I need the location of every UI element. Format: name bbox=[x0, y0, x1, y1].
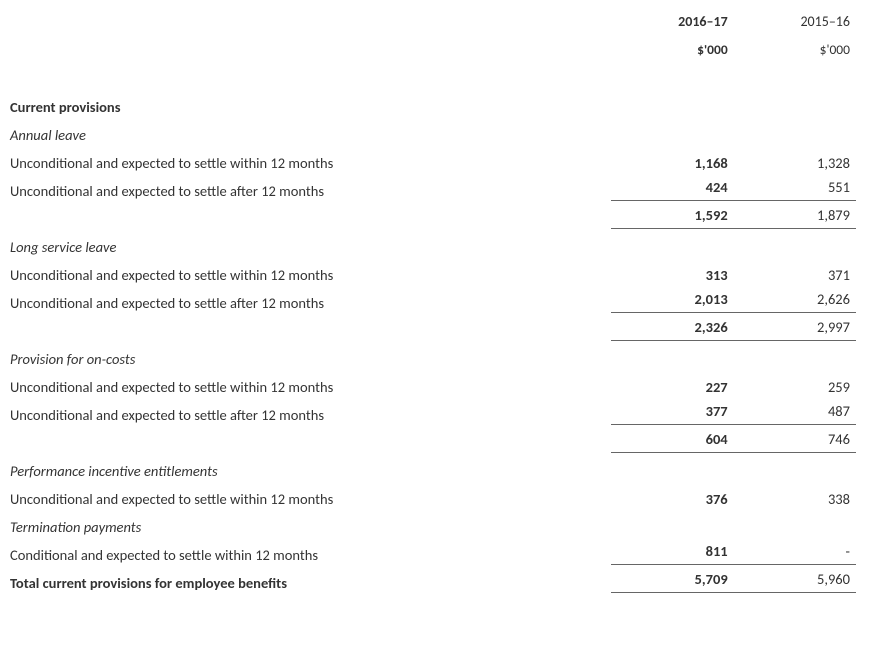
value-current: 1,168 bbox=[611, 144, 733, 172]
financial-table-page: 2016–17 2015–16 $'000 $'000 Current prov… bbox=[0, 0, 880, 672]
unit-prior: $'000 bbox=[820, 41, 850, 58]
table-row: Unconditional and expected to settle aft… bbox=[10, 172, 856, 200]
value-current: 313 bbox=[611, 256, 733, 284]
section-title: Long service leave bbox=[10, 228, 611, 256]
total-row: Total current provisions for employee be… bbox=[10, 564, 856, 592]
section-title: Performance incentive entitlements bbox=[10, 452, 611, 480]
table-row: Conditional and expected to settle withi… bbox=[10, 536, 856, 564]
value-current: 377 bbox=[611, 396, 733, 424]
table-row: Unconditional and expected to settle aft… bbox=[10, 396, 856, 424]
section-current-provisions: Current provisions bbox=[10, 88, 856, 116]
section-title: Annual leave bbox=[10, 116, 611, 144]
value-prior: 2,626 bbox=[734, 284, 856, 312]
row-label: Unconditional and expected to settle wit… bbox=[10, 256, 611, 284]
unit-current: $'000 bbox=[697, 41, 728, 58]
year-prior: 2015–16 bbox=[800, 13, 850, 30]
subtotal-row: 2,326 2,997 bbox=[10, 312, 856, 340]
total-current: 5,709 bbox=[611, 564, 733, 592]
value-prior: - bbox=[734, 536, 856, 564]
row-label: Conditional and expected to settle withi… bbox=[10, 536, 611, 564]
section-title: Current provisions bbox=[10, 88, 611, 116]
section-on-costs: Provision for on-costs bbox=[10, 340, 856, 368]
subtotal-current: 2,326 bbox=[611, 312, 733, 340]
header-row-year: 2016–17 2015–16 bbox=[10, 14, 856, 42]
subtotal-prior: 746 bbox=[734, 424, 856, 452]
subtotal-row: 1,592 1,879 bbox=[10, 200, 856, 228]
row-label: Unconditional and expected to settle aft… bbox=[10, 396, 611, 424]
value-prior: 487 bbox=[734, 396, 856, 424]
value-prior: 1,328 bbox=[734, 144, 856, 172]
subtotal-current: 1,592 bbox=[611, 200, 733, 228]
row-label: Unconditional and expected to settle wit… bbox=[10, 480, 611, 508]
table-row: Unconditional and expected to settle wit… bbox=[10, 144, 856, 172]
value-prior: 551 bbox=[734, 172, 856, 200]
value-prior: 259 bbox=[734, 368, 856, 396]
value-current: 227 bbox=[611, 368, 733, 396]
section-title: Termination payments bbox=[10, 508, 611, 536]
table-row: Unconditional and expected to settle wit… bbox=[10, 368, 856, 396]
section-annual-leave: Annual leave bbox=[10, 116, 856, 144]
section-title: Provision for on-costs bbox=[10, 340, 611, 368]
table-row: Unconditional and expected to settle aft… bbox=[10, 284, 856, 312]
row-label: Unconditional and expected to settle aft… bbox=[10, 284, 611, 312]
provisions-table: 2016–17 2015–16 $'000 $'000 Current prov… bbox=[10, 14, 856, 593]
value-current: 2,013 bbox=[611, 284, 733, 312]
table-row: Unconditional and expected to settle wit… bbox=[10, 256, 856, 284]
header-row-unit: $'000 $'000 bbox=[10, 42, 856, 70]
row-label: Unconditional and expected to settle wit… bbox=[10, 144, 611, 172]
subtotal-row: 604 746 bbox=[10, 424, 856, 452]
section-perf-incentive: Performance incentive entitlements bbox=[10, 452, 856, 480]
subtotal-current: 604 bbox=[611, 424, 733, 452]
section-termination: Termination payments bbox=[10, 508, 856, 536]
row-label: Unconditional and expected to settle wit… bbox=[10, 368, 611, 396]
table-row: Unconditional and expected to settle wit… bbox=[10, 480, 856, 508]
section-long-service: Long service leave bbox=[10, 228, 856, 256]
value-current: 424 bbox=[611, 172, 733, 200]
subtotal-prior: 2,997 bbox=[734, 312, 856, 340]
value-prior: 338 bbox=[734, 480, 856, 508]
value-current: 376 bbox=[611, 480, 733, 508]
subtotal-prior: 1,879 bbox=[734, 200, 856, 228]
total-prior: 5,960 bbox=[734, 564, 856, 592]
value-prior: 371 bbox=[734, 256, 856, 284]
value-current: 811 bbox=[611, 536, 733, 564]
total-label: Total current provisions for employee be… bbox=[10, 564, 611, 592]
row-label: Unconditional and expected to settle aft… bbox=[10, 172, 611, 200]
year-current: 2016–17 bbox=[678, 13, 728, 30]
